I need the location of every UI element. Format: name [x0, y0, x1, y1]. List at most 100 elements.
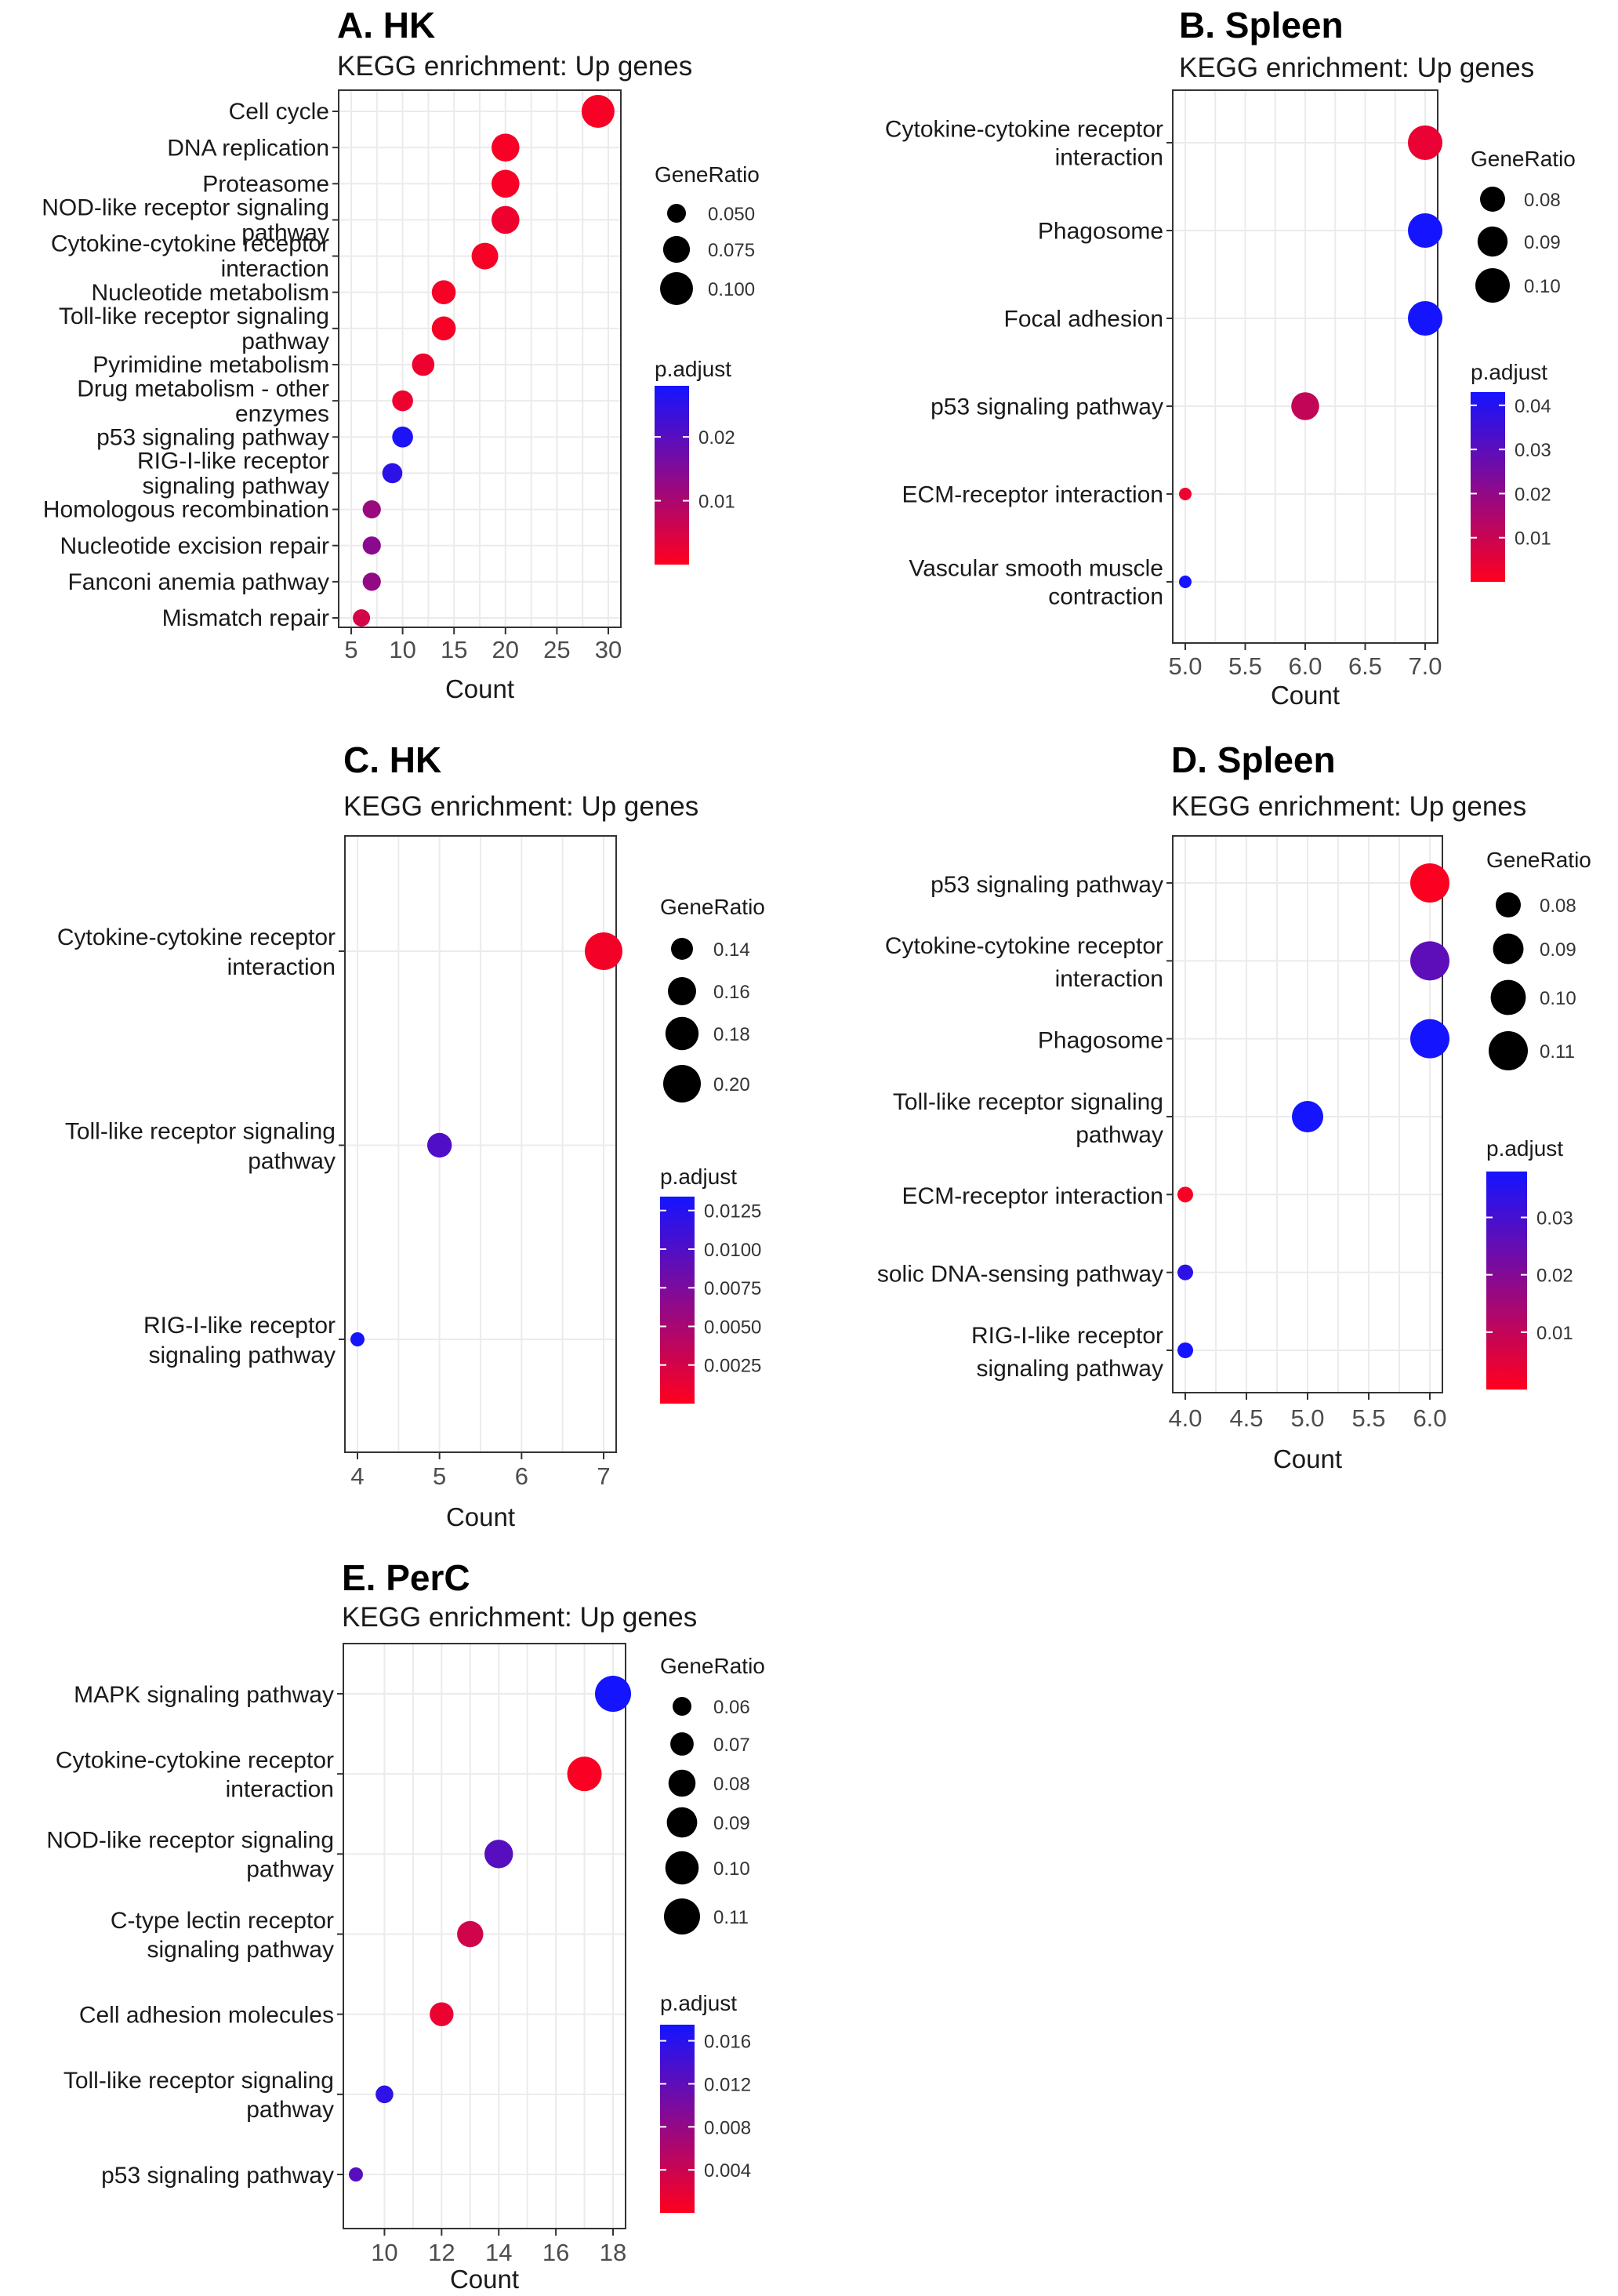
color-legend-label: 0.04: [1515, 396, 1551, 417]
data-point: [581, 95, 615, 128]
size-legend-key: [663, 1065, 701, 1103]
panel-3: D. Spleen KEGG enrichment: Up genes 4.0 4.5…: [877, 739, 1591, 1473]
category-label: C-type lectin receptor: [111, 1908, 334, 1934]
color-legend-title: p.adjust: [1471, 360, 1547, 384]
size-legend-label: 0.09: [1540, 939, 1576, 961]
size-legend-key: [1475, 268, 1510, 303]
category-label: Focal adhesion: [1004, 307, 1163, 332]
category-label: contraction: [1048, 584, 1163, 610]
size-legend-key: [660, 272, 693, 305]
x-tick-label: 30: [595, 636, 622, 663]
color-legend-title: p.adjust: [655, 357, 731, 381]
data-point: [1292, 1101, 1323, 1132]
size-legend-key: [665, 1016, 699, 1051]
color-legend-label: 0.0050: [704, 1317, 761, 1338]
color-legend-title: p.adjust: [1486, 1136, 1563, 1161]
color-legend-label: 0.02: [1536, 1266, 1573, 1287]
x-axis-title: Count: [450, 2265, 519, 2294]
plot-panel-border: [343, 1643, 626, 2229]
panel-subtitle: KEGG enrichment: Up genes: [337, 51, 692, 82]
category-label: Cell cycle: [229, 99, 329, 125]
x-tick-label: 4.0: [1168, 1404, 1202, 1432]
data-point: [430, 2002, 454, 2026]
category-label: p53 signaling pathway: [931, 394, 1163, 420]
x-tick-label: 25: [543, 636, 570, 663]
category-label: pathway: [241, 329, 329, 354]
data-point: [1291, 392, 1319, 420]
color-legend-label: 0.008: [704, 2117, 751, 2138]
size-legend-title: GeneRatio: [660, 895, 765, 919]
size-legend-key: [673, 1697, 691, 1716]
plot-panel-border: [344, 835, 617, 1453]
data-point: [567, 1757, 602, 1792]
color-legend-label: 0.0025: [704, 1356, 761, 1377]
size-legend-key: [1477, 226, 1508, 257]
data-point: [1177, 1186, 1193, 1203]
size-legend-label: 0.11: [713, 1907, 749, 1928]
category-label: Homologous recombination: [43, 497, 329, 523]
data-point: [595, 1676, 631, 1712]
size-legend-label: 0.09: [1524, 232, 1561, 253]
category-label: Fanconi anemia pathway: [67, 569, 329, 595]
data-point: [431, 280, 456, 305]
data-point: [1408, 125, 1442, 160]
data-point: [353, 609, 371, 627]
category-label: interaction: [226, 1777, 334, 1803]
size-legend-label: 0.10: [713, 1858, 750, 1880]
x-tick-label: 6.0: [1413, 1404, 1446, 1432]
category-label: Toll-like receptor signaling: [65, 1119, 336, 1145]
size-legend-key: [671, 938, 693, 960]
category-label: interaction: [227, 954, 336, 980]
x-tick-label: 4: [350, 1462, 364, 1490]
category-label: interaction: [1055, 966, 1163, 992]
x-tick-label: 6.5: [1348, 652, 1382, 680]
x-tick-label: 6.0: [1288, 652, 1322, 680]
category-label: signaling pathway: [143, 474, 330, 500]
panel-subtitle: KEGG enrichment: Up genes: [1179, 53, 1534, 83]
data-point: [362, 536, 381, 555]
size-legend-label: 0.16: [713, 982, 750, 1003]
data-point: [362, 572, 381, 591]
category-label: Cytokine-cytokine receptor: [57, 925, 336, 950]
x-tick-label: 10: [389, 636, 415, 663]
category-label: ECM-receptor interaction: [902, 482, 1163, 508]
size-legend-key: [667, 204, 686, 223]
x-tick-label: 15: [441, 636, 467, 663]
color-legend-label: 0.0100: [704, 1240, 761, 1261]
color-legend-title: p.adjust: [660, 1991, 737, 2015]
category-label: NOD-like receptor signaling: [46, 1828, 334, 1854]
panel-title: E. PerC: [342, 1557, 470, 1598]
panel-title: A. HK: [337, 5, 435, 45]
panel-subtitle: KEGG enrichment: Up genes: [342, 1602, 697, 1633]
panel-title: C. HK: [343, 739, 441, 780]
data-point: [471, 242, 499, 270]
size-legend-label: 0.06: [713, 1697, 750, 1718]
size-legend-label: 0.10: [1524, 276, 1561, 297]
x-tick-label: 6: [515, 1462, 528, 1490]
color-legend-label: 0.02: [1515, 484, 1551, 505]
category-label: Toll-like receptor signaling: [893, 1089, 1163, 1115]
size-legend-key: [1489, 1031, 1528, 1070]
category-label: pathway: [248, 1149, 336, 1175]
category-label: RIG-I-like receptor: [143, 1313, 336, 1339]
size-legend-label: 0.18: [713, 1024, 750, 1045]
category-label: NOD-like receptor signaling: [42, 195, 329, 221]
size-legend-key: [1493, 933, 1524, 965]
size-legend-key: [1490, 979, 1526, 1015]
x-tick-label: 10: [371, 2239, 397, 2266]
panel-subtitle: KEGG enrichment: Up genes: [343, 791, 698, 822]
x-tick-label: 5: [433, 1462, 446, 1490]
category-label: ECM-receptor interaction: [902, 1183, 1163, 1209]
panel-0: A. HK KEGG enrichment: Up genes 5 10 15 20 25 3…: [42, 5, 760, 703]
size-legend-label: 0.14: [713, 939, 750, 961]
data-point: [382, 463, 403, 484]
category-label: enzymes: [235, 401, 329, 427]
data-point: [392, 426, 413, 448]
panel-title: D. Spleen: [1171, 739, 1336, 780]
color-legend-label: 0.01: [1536, 1323, 1573, 1344]
category-label: Vascular smooth muscle: [909, 556, 1163, 582]
x-tick-label: 18: [600, 2239, 626, 2266]
data-point: [1179, 576, 1192, 588]
category-label: RIG-I-like receptor: [971, 1323, 1163, 1349]
